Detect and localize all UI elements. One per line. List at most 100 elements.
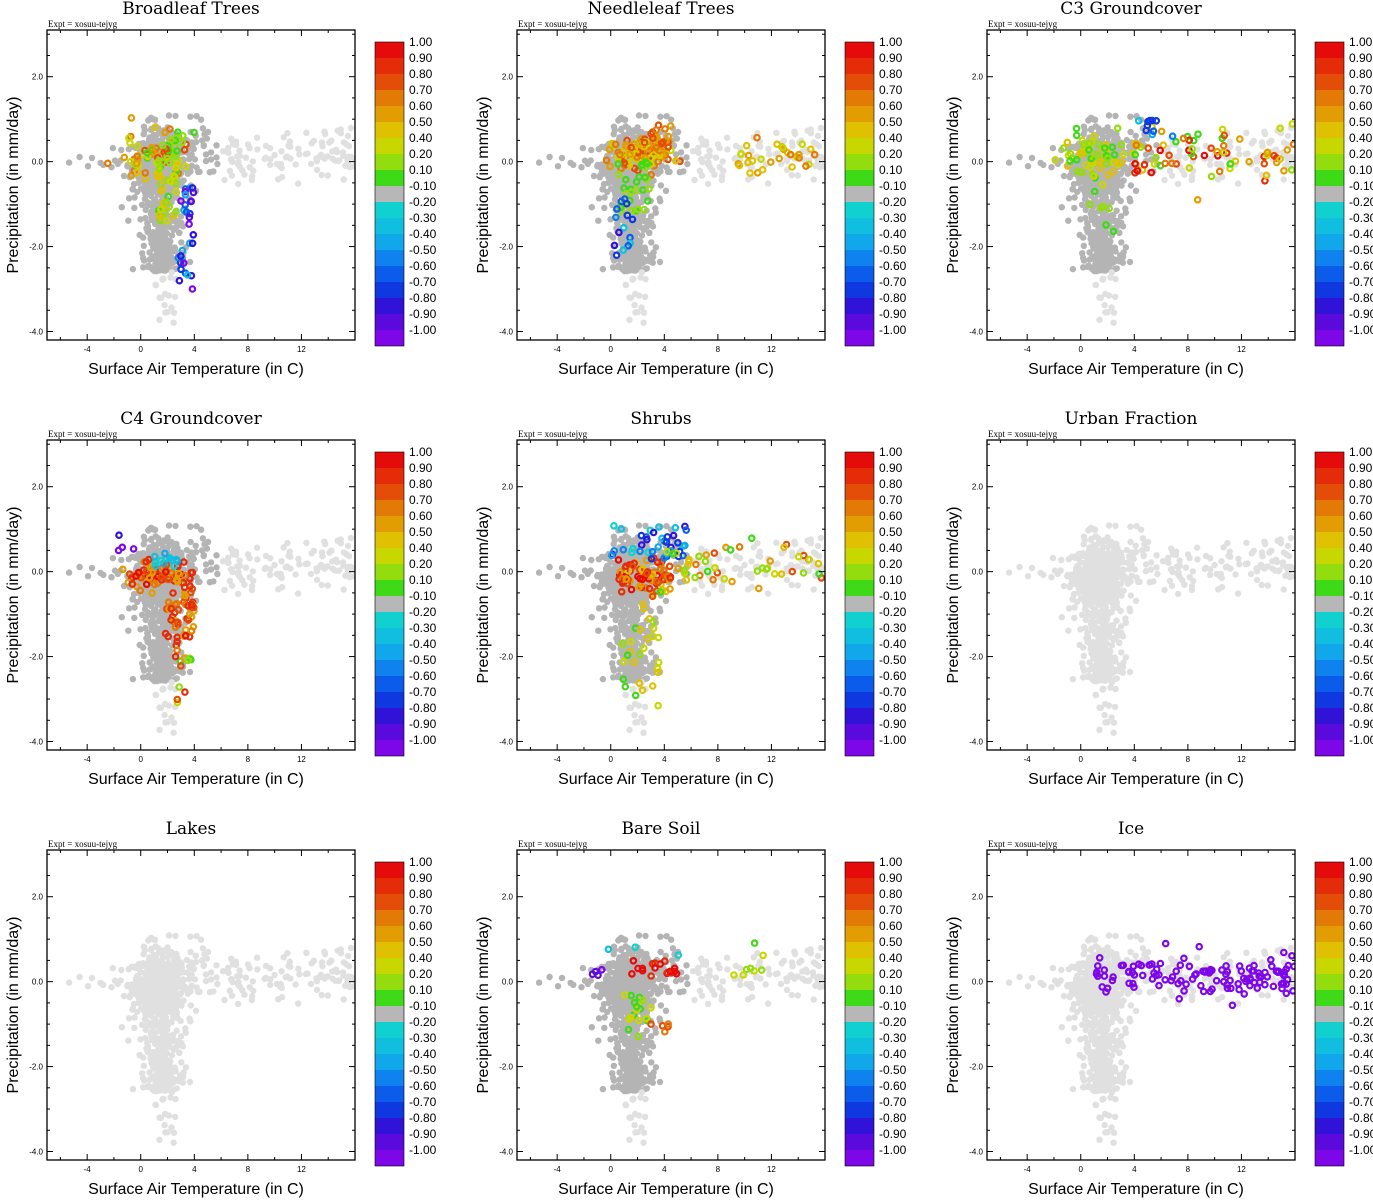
data-point <box>1132 132 1139 139</box>
data-point <box>340 152 347 159</box>
data-point <box>615 262 622 269</box>
data-point <box>683 142 690 149</box>
data-point <box>614 170 623 179</box>
data-point <box>210 168 217 175</box>
data-point <box>634 166 642 175</box>
data-point <box>1127 113 1134 120</box>
data-point <box>295 145 302 152</box>
data-point <box>630 275 637 282</box>
data-point <box>1074 188 1081 196</box>
data-point <box>810 150 819 159</box>
data-point <box>791 130 799 138</box>
data-point <box>1102 267 1109 274</box>
data-point <box>1101 187 1108 195</box>
data-point <box>248 173 256 180</box>
data-point <box>149 663 156 670</box>
data-point <box>131 194 138 201</box>
data-point <box>737 150 745 159</box>
data-point <box>1188 145 1196 153</box>
data-point <box>1100 144 1109 152</box>
colorbar-label: -0.40 <box>1349 227 1373 241</box>
data-point <box>1105 253 1112 261</box>
plot-frame <box>46 29 356 341</box>
data-point <box>171 244 178 251</box>
colorbar-label: -0.20 <box>1349 195 1373 209</box>
data-point <box>1131 160 1139 168</box>
data-point <box>188 285 197 293</box>
data-point <box>748 157 757 165</box>
colorbar-label: -1.00 <box>1349 323 1373 337</box>
colorbar-swatch <box>375 314 404 330</box>
data-point <box>162 198 171 207</box>
data-point <box>1110 151 1119 159</box>
data-point <box>294 180 302 187</box>
colorbar-swatch <box>1315 122 1344 138</box>
data-point <box>280 134 287 141</box>
colorbar-swatch <box>1315 314 1344 330</box>
data-point <box>176 229 183 236</box>
data-point <box>1134 117 1143 125</box>
data-point <box>1168 159 1176 168</box>
data-point <box>1253 155 1260 162</box>
data-point <box>187 168 194 175</box>
data-point <box>185 220 193 228</box>
data-point <box>1065 195 1073 202</box>
data-point <box>193 113 200 120</box>
data-point <box>1131 150 1140 159</box>
colorbar-label: -0.30 <box>1349 211 1373 225</box>
data-point <box>244 141 252 148</box>
data-point <box>1086 200 1094 209</box>
data-point <box>201 131 208 138</box>
colorbar-label: -0.20 <box>879 195 907 209</box>
data-point <box>162 290 169 298</box>
data-point <box>601 170 608 177</box>
data-point <box>558 154 566 162</box>
data-point <box>810 176 817 183</box>
data-point <box>779 143 787 152</box>
data-point <box>1260 159 1269 168</box>
data-point <box>1114 194 1121 202</box>
x-tick-label: -4 <box>1024 345 1032 354</box>
data-point <box>138 201 146 208</box>
data-point <box>795 154 803 162</box>
data-point <box>340 139 348 146</box>
data-point <box>145 672 152 679</box>
data-point <box>166 648 173 655</box>
data-point <box>120 153 129 162</box>
data-point <box>140 242 147 249</box>
data-point <box>1168 172 1176 179</box>
data-point <box>319 143 326 150</box>
data-point <box>1168 132 1177 141</box>
data-point <box>1214 152 1222 160</box>
data-point <box>1081 126 1089 134</box>
data-point <box>1213 147 1221 156</box>
data-point <box>202 151 210 158</box>
colorbar-swatch <box>375 218 404 234</box>
data-point <box>1117 170 1125 177</box>
data-point <box>606 162 614 171</box>
data-point <box>1253 166 1261 174</box>
data-point <box>185 239 194 248</box>
data-point <box>1109 167 1118 176</box>
data-point <box>189 188 198 197</box>
data-point <box>810 139 818 146</box>
data-point <box>1084 228 1091 236</box>
colorbar-swatch <box>845 58 874 74</box>
data-point <box>140 264 147 271</box>
data-point <box>174 217 181 225</box>
colorbar-swatch <box>1315 42 1344 58</box>
data-point <box>601 194 608 201</box>
data-point <box>1236 151 1243 158</box>
data-point <box>207 156 215 163</box>
data-point <box>612 251 621 260</box>
data-point <box>1078 168 1086 177</box>
data-point <box>697 156 705 163</box>
data-point <box>622 281 629 288</box>
data-point <box>340 549 348 556</box>
point-layer <box>65 522 355 736</box>
data-point <box>225 144 232 151</box>
data-point <box>157 186 166 195</box>
data-point <box>321 154 328 161</box>
data-point <box>1268 137 1275 144</box>
data-point <box>617 114 625 122</box>
